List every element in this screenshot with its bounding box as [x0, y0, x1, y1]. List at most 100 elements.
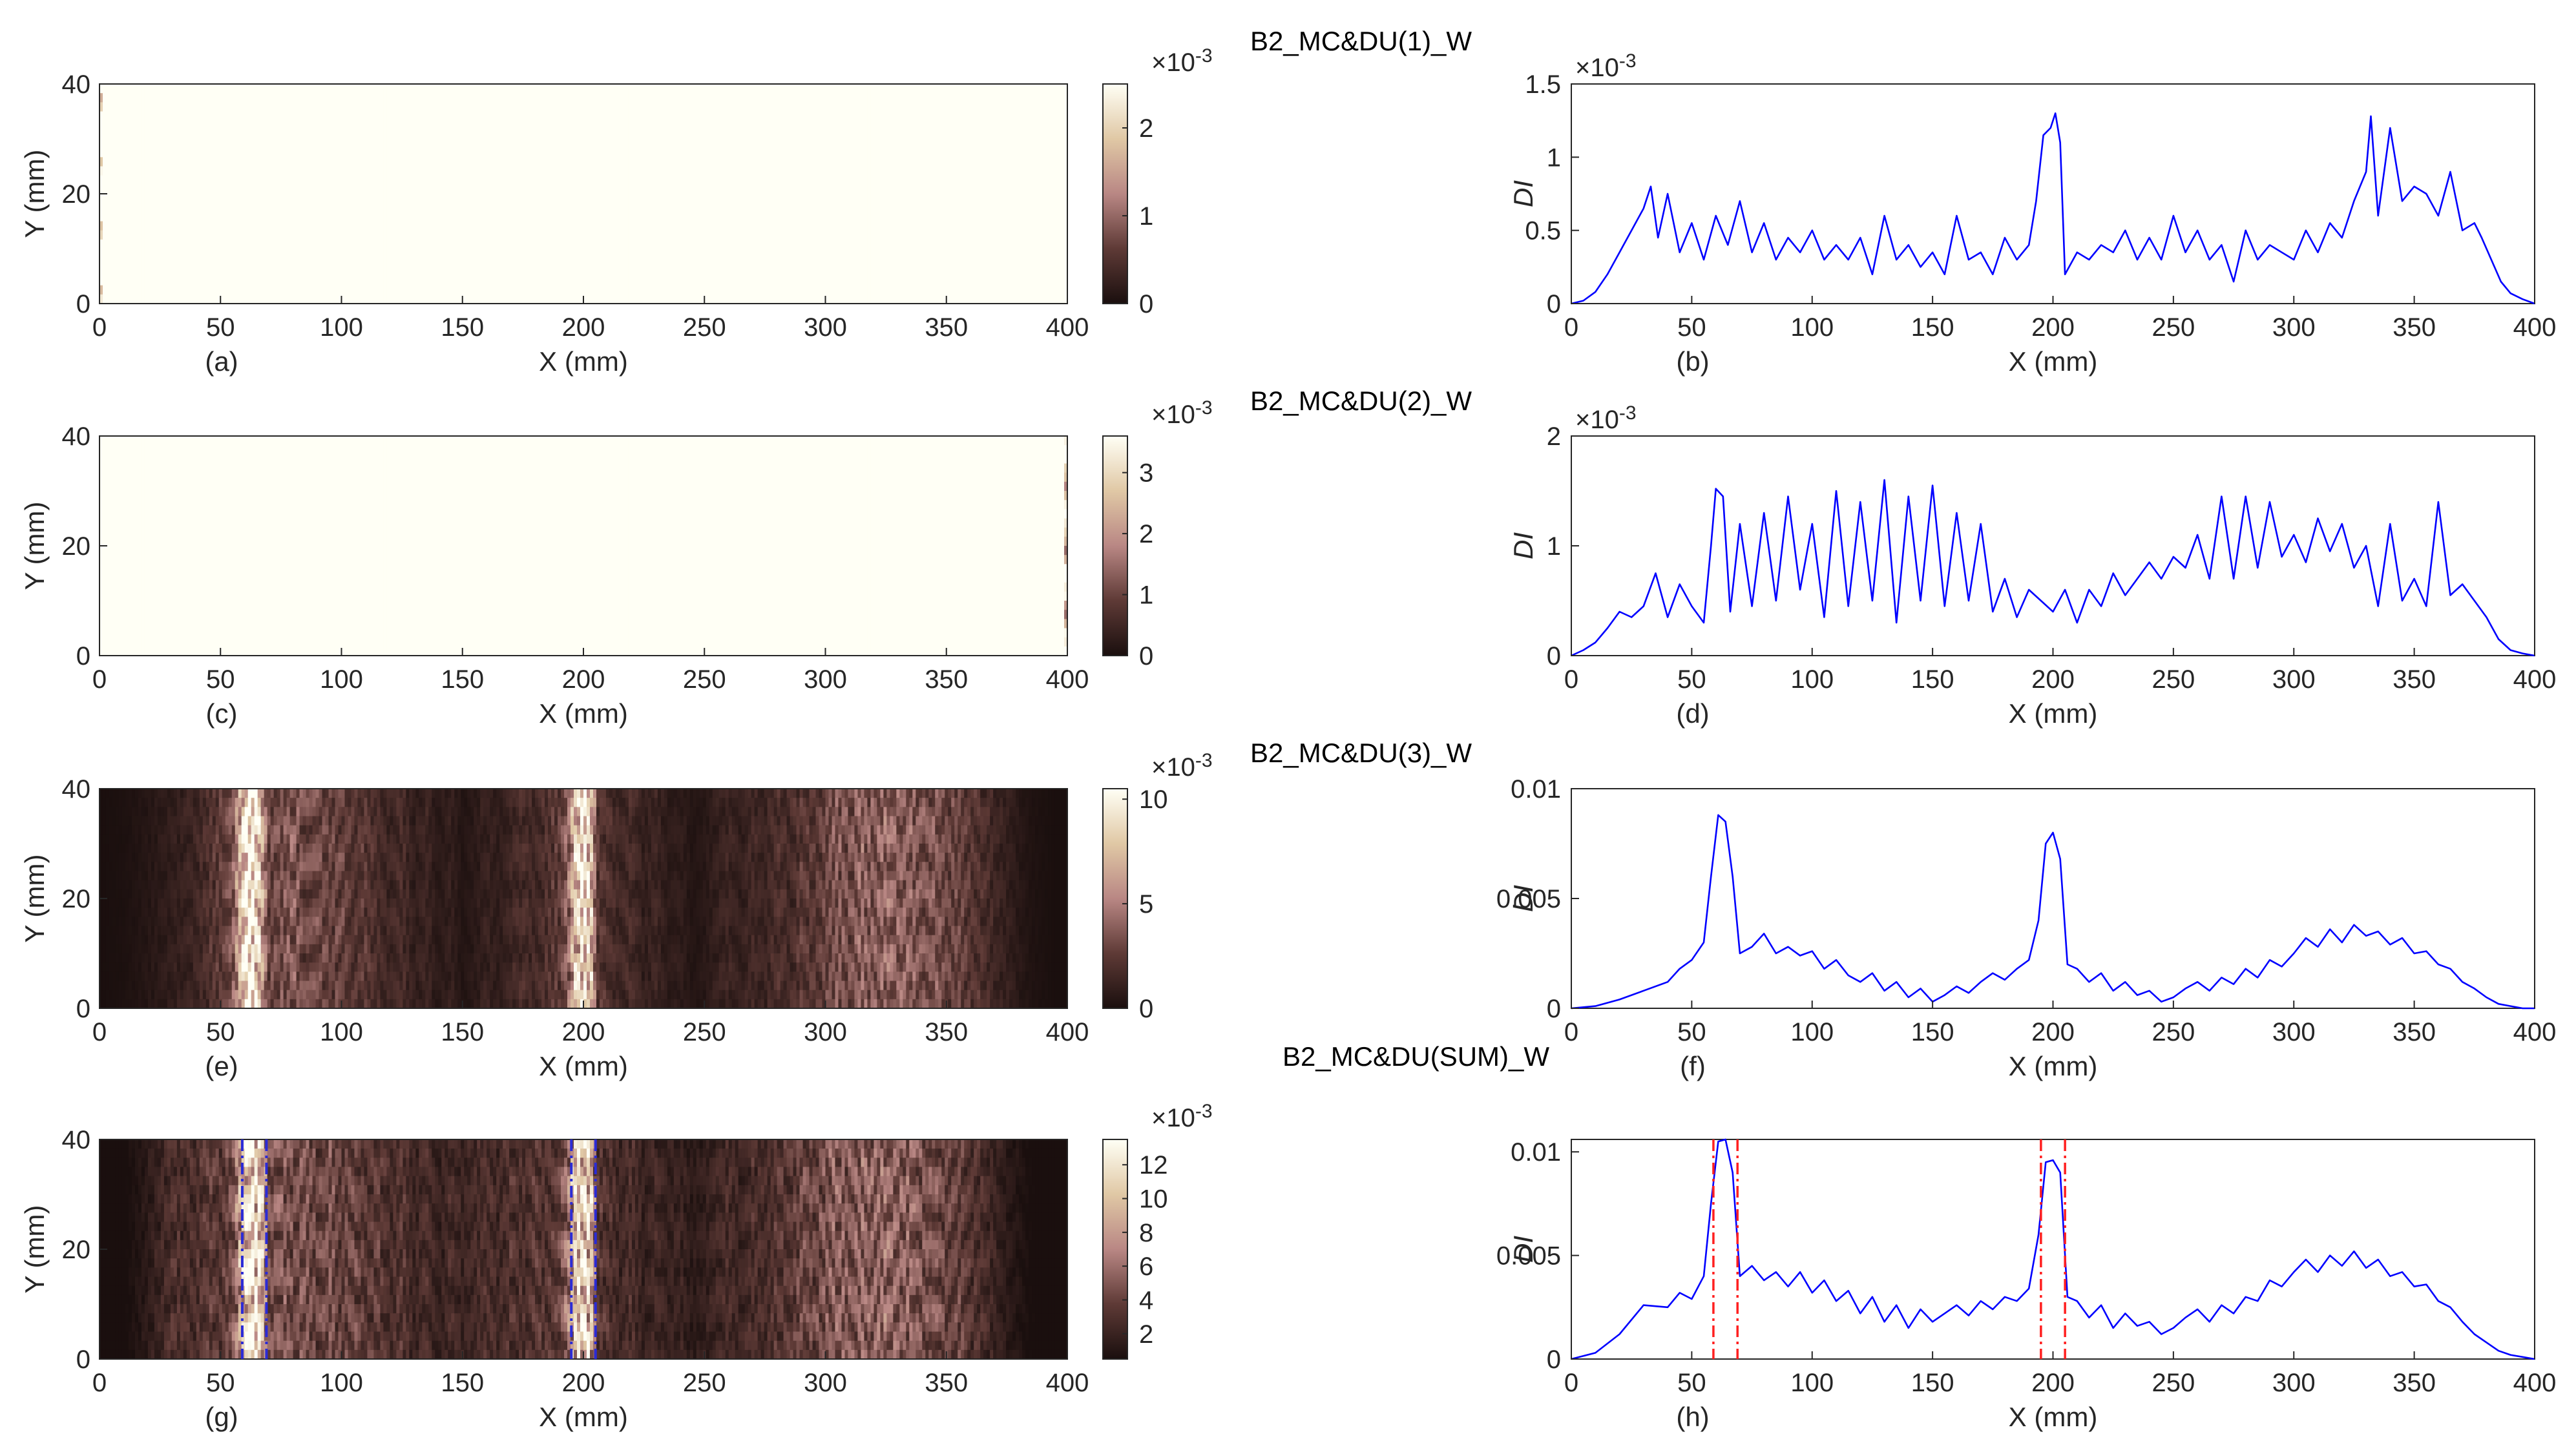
heatmap-cell — [689, 276, 694, 286]
heatmap-cell — [306, 285, 310, 295]
heatmap-cell — [419, 139, 423, 149]
heatmap-cell — [367, 276, 372, 286]
heatmap-cell — [554, 93, 558, 103]
heatmap-cell — [731, 239, 736, 249]
heatmap-cell — [470, 84, 474, 94]
heatmap-cell — [134, 230, 139, 240]
heatmap-cell — [686, 102, 691, 112]
heatmap-cell — [664, 285, 668, 295]
heatmap-cell — [596, 102, 600, 112]
heatmap-cell — [361, 239, 365, 249]
heatmap-cell — [571, 175, 574, 185]
heatmap-cell — [751, 221, 755, 231]
heatmap-cell — [461, 258, 465, 267]
heatmap-cell — [667, 184, 671, 194]
heatmap-cell — [128, 294, 132, 304]
heatmap-cell — [325, 157, 330, 167]
heatmap-cell — [325, 184, 330, 194]
heatmap-cell — [628, 129, 633, 140]
heatmap-cell — [112, 84, 116, 94]
heatmap-cell — [448, 111, 452, 121]
heatmap-cell — [121, 120, 126, 130]
heatmap-cell — [196, 102, 200, 112]
heatmap-cell — [293, 221, 297, 231]
heatmap-cell — [709, 285, 713, 295]
heatmap-cell — [341, 294, 346, 304]
heatmap-cell — [99, 166, 103, 176]
heatmap-cell — [541, 111, 545, 121]
heatmap-cell — [706, 139, 710, 149]
heatmap-cell — [760, 249, 765, 258]
heatmap-cell — [399, 212, 403, 222]
heatmap-cell — [532, 111, 536, 121]
heatmap-cell — [702, 93, 707, 103]
heatmap-cell — [151, 285, 155, 295]
heatmap-cell — [580, 148, 584, 158]
heatmap-cell — [519, 157, 523, 167]
heatmap-cell — [496, 203, 500, 213]
heatmap-cell — [580, 285, 584, 295]
heatmap-cell — [445, 111, 448, 121]
heatmap-cell — [706, 111, 710, 121]
heatmap-cell — [341, 230, 346, 240]
heatmap-cell — [551, 111, 555, 121]
heatmap-cell — [709, 166, 713, 176]
heatmap-cell — [202, 276, 207, 286]
heatmap-cell — [712, 230, 717, 240]
heatmap-cell — [415, 111, 419, 121]
heatmap-cell — [99, 294, 103, 304]
heatmap-cell — [741, 166, 746, 176]
heatmap-cell — [235, 166, 239, 176]
heatmap-cell — [503, 294, 507, 304]
heatmap-cell — [702, 194, 707, 203]
heatmap-cell — [409, 139, 413, 149]
heatmap-cell — [441, 221, 445, 231]
heatmap-cell — [545, 148, 549, 158]
heatmap-cell — [516, 285, 519, 295]
heatmap-cell — [725, 203, 729, 213]
heatmap-cell — [718, 93, 723, 103]
heatmap-cell — [583, 194, 587, 203]
heatmap-cell — [577, 175, 581, 185]
heatmap-cell — [176, 194, 181, 203]
heatmap-cell — [599, 194, 603, 203]
heatmap-cell — [718, 139, 723, 149]
heatmap-cell — [399, 93, 403, 103]
heatmap-cell — [512, 184, 516, 194]
heatmap-cell — [622, 239, 626, 249]
heatmap-cell — [257, 148, 262, 158]
heatmap-cell — [134, 221, 139, 231]
heatmap-cell — [157, 203, 162, 213]
heatmap-cell — [567, 249, 571, 258]
heatmap-cell — [344, 294, 349, 304]
heatmap-cell — [286, 249, 291, 258]
heatmap-cell — [386, 239, 390, 249]
heatmap-cell — [277, 102, 281, 112]
heatmap-cell — [683, 194, 687, 203]
heatmap-cell — [328, 230, 333, 240]
heatmap-cell — [283, 276, 288, 286]
heatmap-cell — [647, 212, 652, 222]
heatmap-cell — [163, 294, 168, 304]
heatmap-cell — [173, 129, 178, 140]
heatmap-cell — [506, 184, 510, 194]
heatmap-cell — [461, 129, 465, 140]
heatmap-cell — [134, 285, 139, 295]
heatmap-cell — [163, 203, 168, 213]
heatmap-cell — [351, 175, 355, 185]
heatmap-cell — [441, 102, 445, 112]
heatmap-cell — [709, 203, 713, 213]
heatmap-cell — [654, 221, 658, 231]
heatmap-cell — [344, 249, 349, 258]
heatmap-cell — [125, 249, 129, 258]
heatmap-cell — [383, 84, 387, 94]
heatmap-cell — [548, 175, 552, 185]
heatmap-cell — [186, 102, 191, 112]
heatmap-cell — [370, 120, 375, 130]
heatmap-cell — [715, 184, 720, 194]
heatmap-cell — [186, 166, 191, 176]
heatmap-cell — [512, 230, 516, 240]
heatmap-cell — [599, 239, 603, 249]
heatmap-cell — [676, 194, 681, 203]
heatmap-cell — [273, 285, 278, 295]
